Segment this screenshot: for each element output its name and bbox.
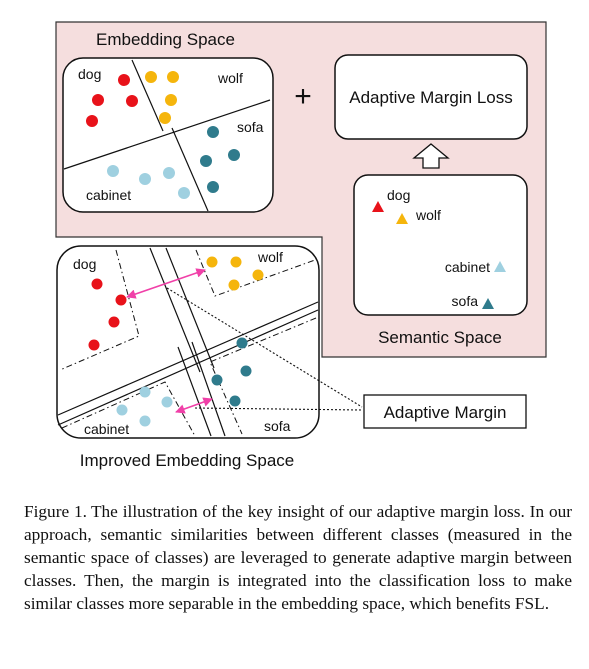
improved-sofa-point — [240, 365, 252, 377]
caption-label: Figure 1. — [24, 502, 87, 521]
improved-dog-label: dog — [73, 256, 96, 272]
embedding-sofa-point — [207, 126, 219, 138]
embedding-sofa-label: sofa — [237, 119, 264, 135]
semantic-wolf-label: wolf — [415, 207, 441, 223]
caption-text: The illustration of the key insight of o… — [24, 502, 572, 613]
improved-wolf-point — [230, 256, 242, 268]
embedding-space-box: dog wolf sofa cabinet — [62, 57, 274, 213]
embedding-wolf-label: wolf — [217, 70, 243, 86]
embedding-dog-point — [92, 94, 104, 106]
improved-dog-point — [88, 339, 100, 351]
improved-wolf-point — [206, 256, 218, 268]
embedding-dog-point — [86, 115, 98, 127]
figure: Embedding Space dog wolf sofa cabinet + … — [55, 21, 547, 470]
improved-cabinet-point — [116, 404, 128, 416]
adaptive-margin-loss-label: Adaptive Margin Loss — [349, 88, 512, 107]
improved-cabinet-label: cabinet — [84, 421, 129, 437]
semantic-cabinet-triangle-icon — [494, 261, 506, 272]
embedding-sofa-point — [200, 155, 212, 167]
improved-dog-point — [115, 294, 127, 306]
semantic-dog-triangle-icon — [372, 201, 384, 212]
improved-dog-point — [108, 316, 120, 328]
improved-cabinet-point — [139, 386, 151, 398]
improved-sofa-label: sofa — [264, 418, 291, 434]
improved-wolf-point — [252, 269, 264, 281]
margin-arrow-cabinet-sofa — [175, 397, 213, 414]
embedding-dog-point — [126, 95, 138, 107]
figure-canvas: Embedding Space dog wolf sofa cabinet + … — [55, 21, 547, 470]
embedding-wolf-point — [165, 94, 177, 106]
semantic-wolf-triangle-icon — [396, 213, 408, 224]
adaptive-margin-box — [363, 394, 527, 429]
embedding-wolf-point — [159, 112, 171, 124]
semantic-sofa-label: sofa — [452, 293, 479, 309]
embedding-wolf-point — [167, 71, 179, 83]
embedding-dog-point — [118, 74, 130, 86]
up-arrow-icon — [412, 143, 450, 169]
improved-embedding-space-box: dog wolf cabinet sofa — [56, 245, 320, 439]
improved-wolf-point — [228, 279, 240, 291]
embedding-sofa-point — [228, 149, 240, 161]
embedding-cabinet-point — [139, 173, 151, 185]
plus-sign: + — [294, 80, 312, 113]
figure-caption: Figure 1. The illustration of the key ins… — [24, 500, 572, 615]
improved-wolf-label: wolf — [257, 249, 283, 265]
improved-dog-point — [91, 278, 103, 290]
improved-embedding-space-title: Improved Embedding Space — [80, 451, 295, 470]
semantic-cabinet-label: cabinet — [445, 259, 490, 275]
semantic-sofa-triangle-icon — [482, 298, 494, 309]
margin-arrow-dog-wolf — [126, 268, 206, 299]
improved-cabinet-point — [139, 415, 151, 427]
embedding-space-title: Embedding Space — [96, 30, 235, 49]
adaptive-margin-label: Adaptive Margin — [384, 403, 507, 422]
embedding-wolf-point — [145, 71, 157, 83]
adaptive-margin-loss-box — [334, 54, 528, 140]
semantic-dog-label: dog — [387, 187, 410, 203]
improved-sofa-point — [211, 374, 223, 386]
embedding-cabinet-label: cabinet — [86, 187, 131, 203]
embedding-cabinet-point — [163, 167, 175, 179]
embedding-sofa-point — [207, 181, 219, 193]
improved-sofa-point — [229, 395, 241, 407]
embedding-cabinet-point — [178, 187, 190, 199]
semantic-space-box — [353, 174, 528, 316]
semantic-space-title: Semantic Space — [378, 328, 502, 347]
improved-cabinet-point — [161, 396, 173, 408]
embedding-cabinet-point — [107, 165, 119, 177]
embedding-dog-label: dog — [78, 66, 101, 82]
improved-sofa-point — [236, 337, 248, 349]
